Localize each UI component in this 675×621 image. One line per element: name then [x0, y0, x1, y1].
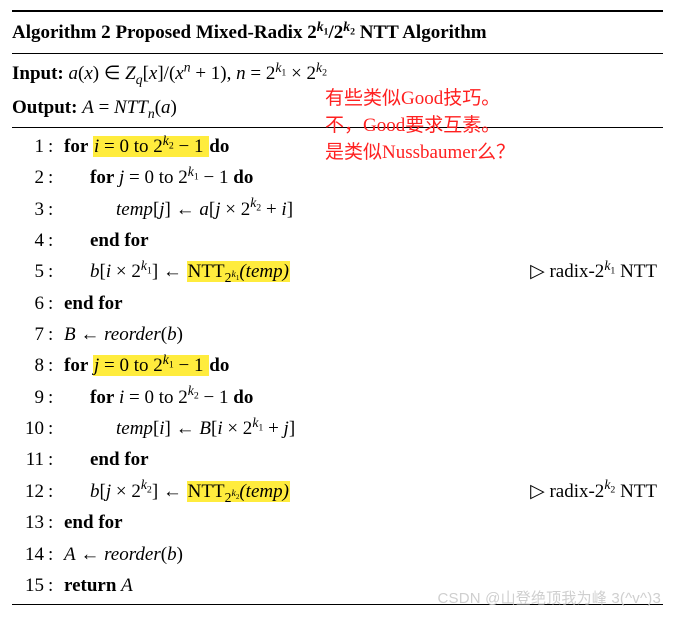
- title-k2: k2: [343, 19, 355, 34]
- hl-ntt-k1: NTT2k1(temp): [187, 261, 290, 282]
- line-number: 12: [12, 476, 48, 507]
- line-number: 8: [12, 350, 48, 381]
- line-number: 9: [12, 382, 48, 413]
- line-13: 13: end for: [12, 507, 663, 538]
- line-number: 5: [12, 256, 48, 287]
- line-number: 14: [12, 539, 48, 570]
- annotation-note-1: 有些类似Good技巧。: [325, 86, 500, 112]
- title-suffix: NTT Algorithm: [355, 22, 487, 43]
- hl-loopvar-j: j = 0 to 2k1 − 1: [93, 355, 209, 376]
- line-number: 4: [12, 225, 48, 256]
- line-6: 6: end for: [12, 288, 663, 319]
- output-label: Output:: [12, 97, 77, 118]
- line-7: 7: B ← reorder(b): [12, 319, 663, 350]
- line-number: 7: [12, 319, 48, 350]
- line-number: 10: [12, 413, 48, 444]
- line-4: 4: end for: [12, 225, 663, 256]
- line-1: 1: for i = 0 to 2k2 − 1 do: [12, 131, 663, 162]
- line-8: 8: for j = 0 to 2k1 − 1 do: [12, 350, 663, 381]
- rule-top: [12, 10, 663, 12]
- line-number: 1: [12, 131, 48, 162]
- line-10: 10: temp[i] ← B[i × 2k1 + j]: [12, 413, 663, 444]
- title-k1: k1: [317, 19, 329, 34]
- line-number: 11: [12, 444, 48, 475]
- rule-under-title: [12, 53, 663, 54]
- line-number: 13: [12, 507, 48, 538]
- comment-radix-k2: ▷ radix-2k2 NTT: [530, 476, 663, 507]
- title-slash: /2: [328, 22, 343, 43]
- comment-radix-k1: ▷ radix-2k1 NTT: [530, 256, 663, 287]
- line-11: 11: end for: [12, 444, 663, 475]
- line-9: 9: for i = 0 to 2k2 − 1 do: [12, 382, 663, 413]
- line-14: 14: A ← reorder(b): [12, 539, 663, 570]
- title-prefix: Algorithm 2: [12, 22, 111, 43]
- watermark: CSDN @山登绝顶我为峰 3(^v^)3: [437, 587, 661, 612]
- input-label: Input:: [12, 63, 64, 84]
- line-number: 15: [12, 570, 48, 601]
- line-5: 5: b[i × 2k1] ← NTT2k1(temp) ▷ radix-2k1…: [12, 256, 663, 287]
- line-number: 2: [12, 162, 48, 193]
- line-number: 3: [12, 194, 48, 225]
- line-12: 12: b[j × 2k2] ← NTT2k2(temp) ▷ radix-2k…: [12, 476, 663, 507]
- hl-ntt-k2: NTT2k2(temp): [187, 481, 290, 502]
- line-2: 2: for j = 0 to 2k1 − 1 do: [12, 162, 663, 193]
- line-number: 6: [12, 288, 48, 319]
- algorithm-title: Algorithm 2 Proposed Mixed-Radix 2k1/2k2…: [12, 15, 663, 50]
- algorithm-body: 1: for i = 0 to 2k2 − 1 do 2: for j = 0 …: [12, 131, 663, 601]
- title-body: Proposed Mixed-Radix 2: [115, 22, 316, 43]
- hl-loopvar-i: i = 0 to 2k2 − 1: [93, 136, 209, 157]
- line-3: 3: temp[j] ← a[j × 2k2 + i]: [12, 194, 663, 225]
